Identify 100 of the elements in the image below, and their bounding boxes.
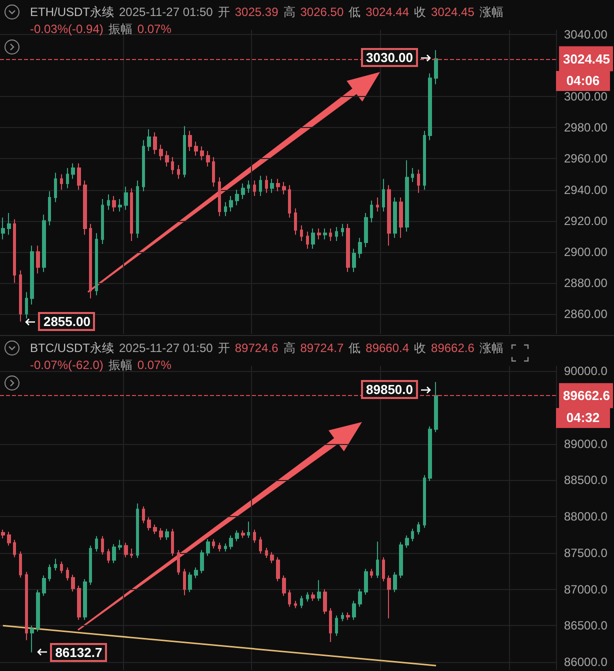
candlestick: [270, 552, 274, 564]
candlestick: [229, 195, 233, 212]
candlestick: [48, 564, 51, 582]
candlestick: [130, 188, 133, 242]
candlestick: [352, 600, 356, 620]
candlestick: [153, 132, 157, 155]
y-tick-label: 2880.00: [564, 276, 608, 290]
candlestick: [36, 590, 40, 632]
candlestick: [352, 248, 356, 272]
candlestick: [165, 528, 169, 540]
candlestick: [71, 574, 75, 592]
candlestick: [417, 522, 420, 536]
y-tick-label: 2860.00: [564, 306, 608, 321]
candlestick: [25, 292, 28, 319]
annotation: 振幅: [108, 21, 132, 38]
candlestick: [89, 223, 92, 299]
candlestick: [311, 228, 315, 250]
candlestick: [101, 198, 104, 245]
candlestick: [118, 539, 122, 550]
candlestick: [423, 474, 426, 528]
candlestick: [13, 539, 16, 558]
y-tick-label: 88500.0: [564, 473, 608, 488]
candlestick: [218, 542, 221, 552]
text: 3024.45: [431, 4, 474, 21]
y-tick-label: 86500.0: [564, 618, 608, 633]
candlestick: [434, 382, 438, 433]
text: 89724.6: [234, 340, 278, 357]
candlestick: [83, 578, 87, 620]
candlestick: [42, 214, 46, 272]
candlestick: [329, 228, 332, 242]
text: 89724.7: [300, 340, 344, 357]
candlestick: [212, 538, 215, 550]
annotation: 89850.0: [361, 380, 418, 399]
candlestick: [323, 228, 327, 240]
candlestick: [382, 178, 385, 212]
candlestick: [370, 568, 373, 578]
candlestick: [60, 561, 63, 574]
candlestick: [259, 536, 262, 554]
candlestick: [358, 588, 362, 608]
candlestick: [142, 506, 145, 524]
ref-line-label: 3024.45: [563, 51, 610, 66]
candlestick: [13, 218, 16, 284]
candlestick: [71, 162, 75, 180]
candlestick: [235, 189, 239, 206]
candlestick: [200, 550, 204, 574]
candlestick: [364, 212, 368, 248]
candlestick: [95, 536, 98, 552]
candlestick: [335, 226, 338, 242]
candlestick: [317, 228, 321, 240]
annotation: 0.07%: [137, 21, 172, 38]
chart-title: ETH/USDT永续: [30, 4, 114, 21]
candlestick: [276, 556, 280, 582]
candlestick: [247, 180, 250, 194]
candlestick: [387, 184, 391, 246]
candlestick: [66, 566, 69, 582]
candlestick: [253, 180, 256, 196]
candlestick: [171, 156, 174, 175]
candlestick: [206, 538, 210, 556]
y-tick-label: 87500.0: [564, 546, 608, 560]
candlestick: [136, 180, 139, 238]
candlestick: [364, 568, 368, 596]
candlestick: [346, 612, 350, 620]
candlestick: [42, 574, 46, 596]
candlestick: [112, 195, 116, 212]
text: 高: [283, 4, 296, 21]
candlestick: [282, 574, 286, 596]
candlestick: [393, 572, 397, 593]
text: 开: [218, 4, 230, 21]
text: 高: [283, 340, 296, 357]
y-tick-label: 3000.00: [564, 90, 608, 104]
annotation: 3030.00: [361, 48, 418, 68]
candlestick: [112, 544, 116, 564]
candlestick: [434, 50, 438, 85]
text: 低: [348, 4, 361, 21]
candlestick: [399, 542, 403, 578]
candlestick: [241, 530, 245, 538]
candlestick: [387, 575, 391, 619]
annotation: 振幅: [108, 357, 132, 374]
candlestick: [153, 524, 157, 534]
candlestick: [1, 217, 5, 240]
candlestick: [171, 528, 174, 556]
candlestick: [423, 130, 426, 190]
candlestick: [183, 126, 186, 178]
candlestick: [30, 625, 34, 653]
y-tick-label: 2940.00: [564, 182, 608, 197]
y-tick-label: 87000.0: [564, 582, 608, 596]
candlestick: [270, 178, 274, 194]
candlestick: [159, 528, 163, 540]
candlestick: [265, 547, 268, 558]
candlestick: [335, 614, 338, 636]
candlestick: [200, 146, 204, 161]
candlestick: [341, 223, 344, 237]
text: 3024.44: [366, 4, 410, 21]
text: 3026.50: [300, 4, 344, 21]
y-tick-label: 3040.00: [564, 28, 608, 42]
ref-line-label: 89662.6: [563, 388, 610, 404]
candlestick: [294, 600, 297, 609]
candlestick: [124, 186, 128, 210]
candlestick: [276, 178, 280, 192]
candlestick: [77, 585, 81, 620]
